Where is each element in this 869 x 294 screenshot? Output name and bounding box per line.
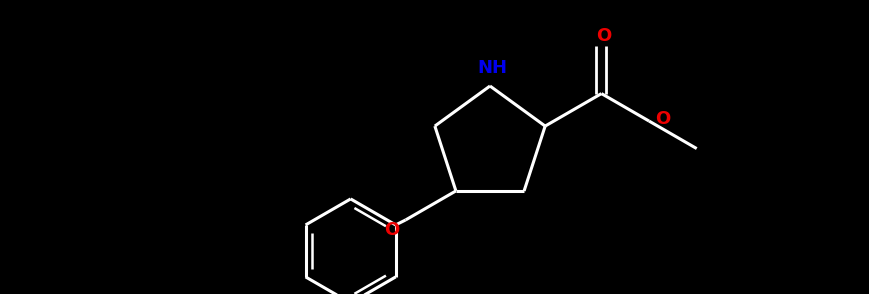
Text: NH: NH xyxy=(477,59,507,77)
Text: O: O xyxy=(655,110,671,128)
Text: O: O xyxy=(384,221,399,239)
Text: O: O xyxy=(596,26,611,45)
